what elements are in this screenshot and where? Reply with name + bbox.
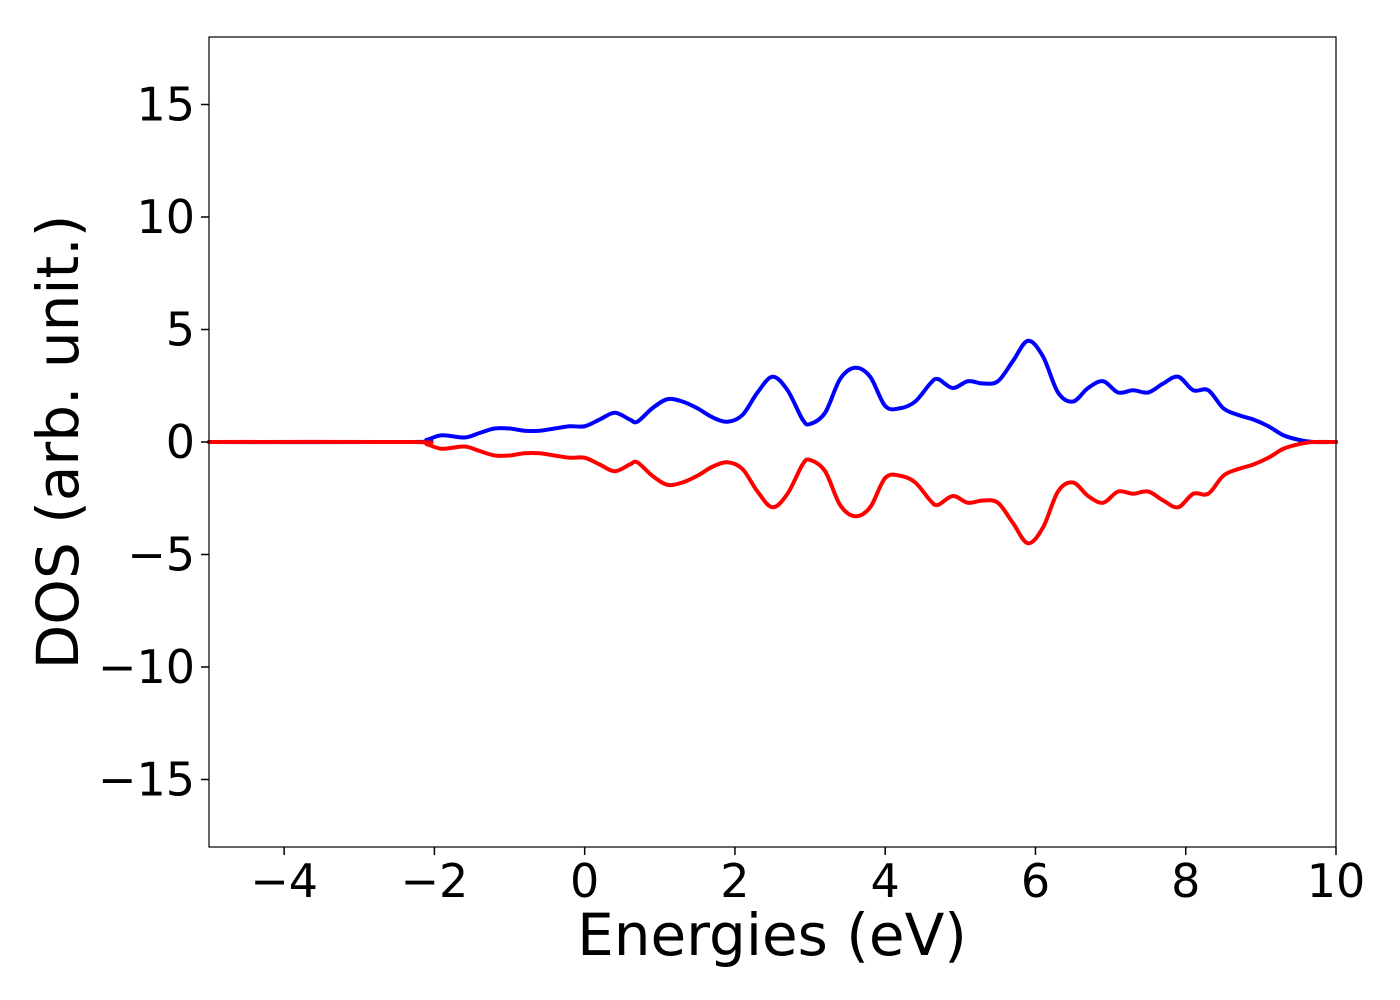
x-tick-label: 2 [720,854,749,908]
y-tick-label: 0 [166,415,195,469]
x-axis-title: Energies (eV) [577,901,967,969]
x-tick-label: 8 [1171,854,1200,908]
series-layer [207,338,1338,546]
x-tick-label: 4 [871,854,900,908]
series-line-blue [207,338,1338,445]
x-tick-label: −4 [250,854,318,908]
y-tick-label: 15 [136,78,195,132]
x-tick-label: −2 [400,854,468,908]
y-tick-label: −15 [98,753,195,807]
y-tick-label: −10 [98,640,195,694]
y-tick-label: −5 [127,528,195,582]
series-line-red [207,439,1338,546]
y-axis: −15 −10 −5 0 5 10 15 [98,78,209,807]
x-axis: −4 −2 0 2 4 6 8 10 [250,847,1365,908]
y-tick-label: 10 [136,190,195,244]
x-tick-label: 10 [1307,854,1366,908]
x-tick-label: 0 [570,854,599,908]
x-tick-label: 6 [1021,854,1050,908]
y-axis-title: DOS (arb. unit.) [24,215,92,670]
y-tick-label: 5 [166,303,195,357]
